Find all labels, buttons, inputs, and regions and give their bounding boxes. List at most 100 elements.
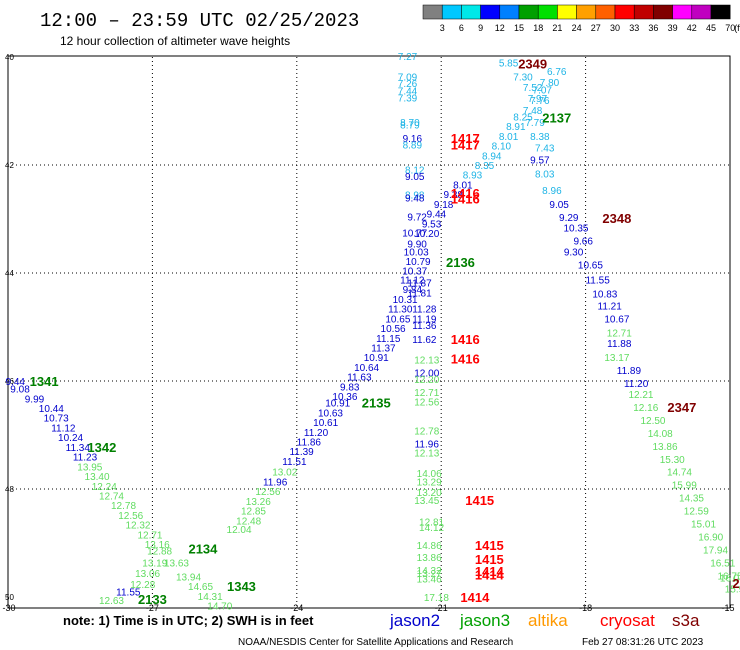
wave-height-value: 12.71	[607, 328, 632, 339]
wave-height-value: 12.56	[414, 398, 439, 409]
map-title: 12:00 – 23:59 UTC 02/25/2023	[40, 10, 359, 32]
wave-height-value: 11.28	[412, 305, 437, 316]
pass-time-label: 1416	[451, 191, 480, 206]
wave-height-value: 12.48	[236, 516, 261, 527]
pass-time-label: 1414	[460, 590, 490, 605]
wave-height-value: 13.46	[417, 575, 442, 586]
wave-height-value: 13.63	[164, 558, 189, 569]
wave-height-value: 9.05	[549, 200, 569, 211]
wave-height-value: 7.44	[398, 86, 418, 97]
wave-height-value: 6.76	[547, 67, 567, 78]
wave-height-value: 11.55	[585, 275, 610, 286]
wave-height-value: 14.70	[207, 602, 232, 613]
map-subtitle: 12 hour collection of altimeter wave hei…	[60, 34, 290, 48]
satellite-name-jason2: jason2	[389, 611, 440, 630]
latitude-tick-label: 40	[5, 53, 14, 62]
legend-swatch	[576, 4, 597, 20]
legend-tick-label: 45	[706, 23, 716, 33]
latitude-tick-label: 42	[5, 161, 14, 170]
wave-height-value: 11.81	[407, 288, 432, 299]
wave-height-value: 13.95	[77, 462, 102, 473]
legend-tick-label: 6	[459, 23, 464, 33]
wave-height-value: 11.55	[116, 588, 141, 599]
pass-time-label: 1415	[465, 493, 494, 508]
wave-height-value: 15.99	[672, 481, 697, 492]
wave-height-value: 15.01	[691, 520, 716, 531]
pass-time-label: 1416	[451, 186, 480, 201]
legend-tick-label: 36	[648, 23, 658, 33]
pass-time-label: 2133	[138, 592, 167, 607]
pass-time-label: 2136	[446, 255, 475, 270]
wave-height-value: 9.29	[559, 213, 579, 224]
wave-height-value: 7.09	[398, 72, 418, 83]
wave-height-value: 10.73	[44, 414, 69, 425]
wave-height-value: 9.99	[25, 394, 45, 405]
wave-height-value: 11.15	[376, 334, 401, 345]
wave-height-value: 11.51	[282, 457, 307, 468]
wave-height-value: 9.72	[407, 212, 427, 223]
wave-height-value: 13.20	[417, 488, 442, 499]
wave-height-value: 8.79	[400, 121, 420, 132]
wave-height-value: 8.01	[453, 180, 473, 191]
wave-height-value: 16.90	[698, 533, 723, 544]
wave-height-value: 12.71	[414, 388, 439, 399]
wave-height-value: 13.29	[417, 477, 442, 488]
legend-swatch	[614, 4, 635, 20]
wave-height-value: 12.63	[99, 596, 124, 607]
wave-height-value: 10.83	[592, 290, 617, 301]
wave-height-value: 10.24	[58, 433, 83, 444]
longitude-tick-label: -18	[579, 603, 592, 613]
wave-height-value: 12.32	[125, 521, 150, 532]
wave-height-value: 8.03	[535, 170, 555, 181]
wave-height-value: 12.24	[92, 482, 117, 493]
lat-lon-grid	[8, 57, 730, 608]
satellite-name-altika: altika	[528, 611, 568, 630]
wave-height-value: 13.86	[417, 553, 442, 564]
wave-height-value: 14.74	[667, 468, 692, 479]
wave-height-value: 11.36	[412, 321, 437, 332]
wave-height-value: 10.63	[318, 408, 343, 419]
legend-swatch	[672, 4, 693, 20]
wave-height-value: 13.19	[142, 558, 167, 569]
wave-height-value: 11.63	[347, 373, 372, 384]
wave-height-value: 7.80	[540, 78, 560, 89]
wave-height-value: 7.27	[398, 52, 418, 63]
pass-time-label: 1417	[451, 137, 480, 152]
legend-tick-label: 30	[610, 23, 620, 33]
legend-tick-label: 12	[495, 23, 505, 33]
wave-height-value: 12.21	[628, 390, 653, 401]
wave-height-value: 8.96	[542, 186, 562, 197]
wave-height-value: 9.83	[340, 382, 360, 393]
latitude-tick-label: 50	[5, 593, 14, 602]
wave-height-value: 13.02	[272, 468, 297, 479]
wave-height-value: 7.07	[533, 85, 553, 96]
wave-height-value: 14.12	[419, 523, 444, 534]
pass-time-label: 1415	[475, 552, 504, 567]
wave-height-value: 10.03	[404, 247, 429, 258]
wave-height-value: 17.18	[424, 593, 449, 604]
wave-height-value: 8.94	[482, 151, 502, 162]
wave-height-value: 12.13	[414, 448, 439, 459]
wave-height-value: 13.40	[85, 472, 110, 483]
wave-height-value: 9.44	[5, 377, 25, 388]
wave-height-value: 13.06	[135, 569, 160, 580]
wave-height-value: 12.16	[633, 403, 658, 414]
wave-height-value: 12.71	[137, 530, 162, 541]
wave-height-value: 12.20	[414, 375, 439, 386]
legend-swatch	[557, 4, 577, 20]
latitude-tick-label: 46	[5, 377, 14, 386]
legend-tick-label: 39	[668, 23, 678, 33]
wave-height-value: 10.79	[406, 257, 431, 268]
wave-height-value: 11.20	[304, 428, 329, 439]
wave-height-value: 12.56	[118, 511, 143, 522]
wave-height-value: 13.45	[414, 496, 439, 507]
footer-timestamp: Feb 27 08:31:26 UTC 2023	[582, 637, 704, 648]
wave-height-value: 10.65	[385, 314, 410, 325]
pass-time-label: 2137	[542, 110, 571, 125]
wave-height-value: 7.79	[525, 118, 545, 129]
wave-height-value: 10.77	[402, 229, 427, 240]
wave-height-value: 11.89	[617, 366, 642, 377]
legend-tick-label: 27	[591, 23, 601, 33]
wave-height-value: 8.70	[400, 118, 420, 129]
wave-height-value: 11.96	[263, 477, 288, 488]
